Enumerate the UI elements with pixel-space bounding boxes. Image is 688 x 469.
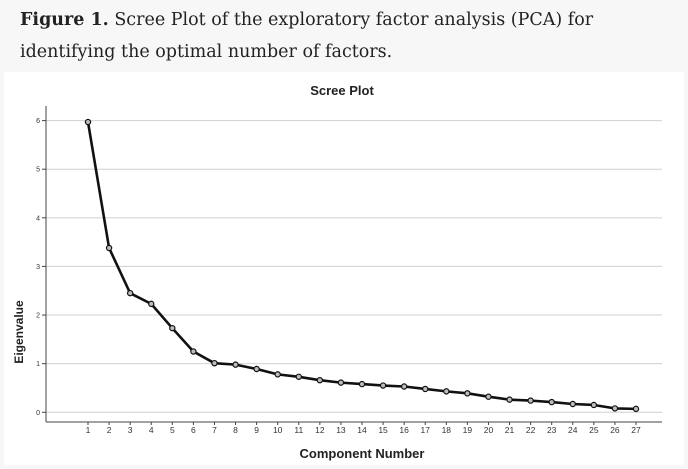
x-tick-label-6: 6 (191, 425, 196, 435)
data-point-3 (126, 289, 134, 297)
data-point-20 (485, 393, 492, 400)
data-point-8 (232, 361, 239, 368)
x-tick-label-20: 20 (484, 425, 494, 435)
x-tick-label-26: 26 (610, 425, 620, 435)
y-tick-label-6: 6 (36, 118, 40, 125)
chart-title: Scree Plot (310, 83, 374, 98)
x-tick-label-9: 9 (254, 425, 259, 435)
data-point-7 (211, 359, 218, 367)
figure-caption: Figure 1. Scree Plot of the exploratory … (20, 4, 680, 68)
x-tick-label-22: 22 (526, 425, 536, 435)
data-point-27 (632, 405, 640, 413)
data-point-18 (443, 388, 450, 395)
data-point-22 (527, 397, 534, 404)
figure-label: Figure 1. (20, 10, 109, 30)
data-point-17 (422, 385, 429, 393)
data-point-5 (169, 324, 176, 332)
x-tick-label-11: 11 (294, 425, 303, 435)
data-point-6 (190, 348, 197, 355)
data-points (84, 118, 640, 413)
y-axis-label: Eigenvalue (12, 300, 26, 364)
x-tick-label-14: 14 (357, 425, 367, 435)
scree-plot-figure: Scree Plot Eigenvalue Component Number 0… (4, 72, 684, 465)
x-tick-label-12: 12 (315, 425, 325, 435)
x-tick-label-19: 19 (463, 425, 473, 435)
data-point-12 (316, 376, 324, 384)
gridlines (46, 120, 662, 413)
x-tick-label-23: 23 (547, 425, 557, 435)
data-point-1 (84, 118, 92, 126)
x-tick-label-2: 2 (107, 425, 112, 435)
data-point-2 (105, 244, 113, 252)
x-tick-label-21: 21 (505, 425, 515, 435)
x-tick-label-13: 13 (336, 425, 346, 435)
figure-caption-text: Scree Plot of the exploratory factor ana… (20, 10, 594, 62)
x-tick-label-24: 24 (568, 425, 578, 435)
x-tick-label-1: 1 (86, 425, 91, 435)
x-axis-label: Component Number (300, 446, 425, 461)
eigenvalue-line (86, 121, 637, 411)
data-point-21 (506, 396, 513, 403)
x-tick-label-4: 4 (149, 425, 154, 435)
data-point-9 (253, 365, 260, 373)
x-tick-label-3: 3 (128, 425, 133, 435)
data-point-13 (337, 379, 345, 386)
x-tick-label-17: 17 (420, 425, 430, 435)
data-point-4 (148, 300, 155, 308)
x-tick-label-15: 15 (378, 425, 388, 435)
y-tick-label-0: 0 (36, 410, 40, 417)
x-tick-label-18: 18 (442, 425, 452, 435)
data-point-19 (464, 390, 471, 397)
x-tick-label-5: 5 (170, 425, 175, 435)
data-point-24 (569, 400, 576, 408)
data-point-26 (611, 405, 619, 412)
y-tick-label-3: 3 (36, 264, 40, 271)
y-tick-label-5: 5 (36, 167, 40, 174)
scree-plot-chart: Scree Plot Eigenvalue Component Number 0… (12, 83, 662, 461)
series-line (86, 121, 637, 411)
x-tick-label-8: 8 (233, 425, 238, 435)
data-point-14 (358, 380, 366, 388)
axes (42, 106, 662, 425)
data-point-23 (548, 398, 555, 406)
data-point-10 (274, 371, 281, 378)
data-point-25 (590, 401, 598, 409)
y-tick-label-4: 4 (36, 215, 40, 222)
data-point-11 (295, 373, 302, 380)
data-point-15 (379, 382, 387, 389)
x-tick-label-25: 25 (589, 425, 599, 435)
x-tick-label-7: 7 (212, 425, 217, 435)
x-tick-label-10: 10 (273, 425, 283, 435)
y-tick-label-2: 2 (36, 313, 40, 320)
y-tick-label-1: 1 (36, 361, 40, 368)
x-tick-label-16: 16 (399, 425, 409, 435)
data-point-16 (400, 383, 408, 390)
x-tick-label-27: 27 (631, 425, 641, 435)
